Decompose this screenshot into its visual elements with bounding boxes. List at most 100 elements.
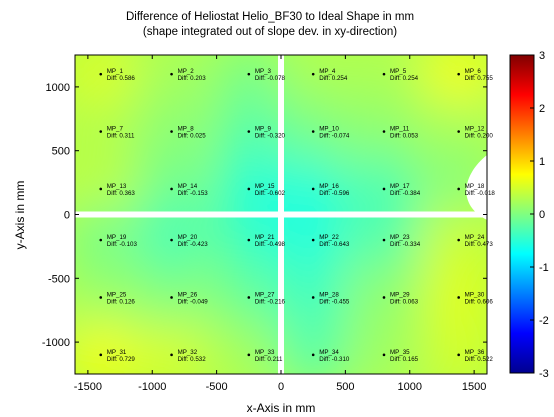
measurement-point-marker bbox=[311, 353, 315, 357]
x-tick-label: 1500 bbox=[462, 381, 486, 393]
measurement-point-marker bbox=[170, 353, 173, 357]
measurement-point-diff: Diff: -0.602 bbox=[255, 190, 286, 197]
heat-blob bbox=[137, 320, 206, 374]
measurement-point-diff: Diff: -0.455 bbox=[319, 298, 350, 305]
measurement-point-label: MP_19 bbox=[107, 234, 127, 241]
measurement-point-marker bbox=[457, 130, 460, 133]
heat-blob bbox=[75, 263, 135, 332]
x-tick-label: -500 bbox=[206, 381, 228, 393]
measurement-point-label: MP_33 bbox=[255, 349, 275, 356]
chart-subtitle: (shape integrated out of slope dev. in x… bbox=[143, 26, 397, 38]
measurement-point-label: MP_4 bbox=[319, 68, 336, 75]
measurement-point-diff: Diff: -0.153 bbox=[178, 190, 209, 197]
heat-blob bbox=[137, 55, 206, 109]
y-tick-label: 0 bbox=[64, 210, 70, 222]
heat-blob bbox=[424, 97, 487, 166]
measurement-point-marker bbox=[170, 238, 173, 242]
measurement-point-marker bbox=[382, 130, 386, 133]
colorbar-tick-label: 0 bbox=[539, 209, 545, 221]
measurement-point-label: MP_2 bbox=[178, 68, 195, 75]
measurement-point-diff: Diff: 0.473 bbox=[465, 241, 494, 248]
measurement-point-label: MP_22 bbox=[319, 234, 339, 241]
measurement-point-label: MP_7 bbox=[107, 126, 124, 133]
measurement-point-label: MP_17 bbox=[390, 183, 410, 190]
measurement-point-diff: Diff: -0.078 bbox=[255, 75, 286, 82]
measurement-point-marker bbox=[311, 296, 315, 299]
x-tick-label: -1000 bbox=[138, 381, 166, 393]
measurement-point-label: MP_26 bbox=[178, 291, 198, 298]
measurement-point-marker bbox=[170, 187, 173, 191]
x-axis-label: x-Axis in mm bbox=[247, 401, 316, 415]
measurement-point-marker bbox=[170, 72, 173, 76]
x-tick-label: 500 bbox=[336, 381, 354, 393]
measurement-point-diff: Diff: -0.310 bbox=[319, 356, 350, 363]
heatmap-surface bbox=[75, 55, 487, 374]
measurement-point-label: MP_25 bbox=[107, 291, 127, 298]
measurement-point-diff: Diff: -0.216 bbox=[255, 298, 286, 305]
measurement-point-diff: Diff: 0.200 bbox=[465, 133, 494, 140]
x-axis: -1500 -1000 -500 0 500 1000 1500 bbox=[74, 55, 486, 393]
measurement-point-label: MP_31 bbox=[107, 349, 127, 356]
colorbar-ticks: -3 -2 -1 0 1 2 3 bbox=[530, 50, 549, 380]
measurement-point-label: MP_16 bbox=[319, 183, 339, 190]
colorbar-tick-label: 2 bbox=[539, 103, 545, 115]
x-tick-label: -1500 bbox=[74, 381, 102, 393]
measurement-point-diff: Diff: -0.596 bbox=[319, 190, 350, 197]
chart-title: Difference of Heliostat Helio_BF30 to Id… bbox=[126, 11, 414, 23]
measurement-point-marker bbox=[457, 296, 460, 299]
measurement-point-label: MP_23 bbox=[390, 234, 410, 241]
measurement-point-marker bbox=[382, 353, 386, 357]
heat-blob bbox=[279, 320, 348, 374]
measurement-point-marker bbox=[99, 130, 103, 133]
measurement-point-marker bbox=[382, 72, 386, 76]
measurement-point-diff: Diff: 0.311 bbox=[107, 133, 135, 140]
measurement-point-marker bbox=[457, 72, 460, 76]
measurement-point-diff: Diff: 0.203 bbox=[178, 75, 207, 82]
colorbar-tick-label: -1 bbox=[539, 262, 549, 274]
measurement-point-marker bbox=[457, 353, 460, 357]
x-tick-label: 1000 bbox=[398, 381, 422, 393]
measurement-point-marker bbox=[99, 238, 103, 242]
measurement-point-diff: Diff: 0.053 bbox=[390, 133, 419, 140]
measurement-point-diff: Diff: -0.334 bbox=[390, 241, 421, 248]
heat-blob bbox=[350, 320, 418, 374]
heat-blob bbox=[424, 55, 487, 109]
y-axis: -1000 -500 0 500 1000 bbox=[42, 82, 487, 349]
measurement-point-marker bbox=[382, 238, 386, 242]
measurement-point-marker bbox=[247, 238, 251, 242]
y-axis-label: y-Axis in mm bbox=[13, 181, 27, 250]
measurement-point-label: MP_21 bbox=[255, 234, 275, 241]
heat-blob bbox=[214, 55, 283, 109]
measurement-point-label: MP_34 bbox=[319, 349, 339, 356]
measurement-point-label: MP_1 bbox=[107, 68, 124, 75]
measurement-point-diff: Diff: 0.063 bbox=[390, 298, 419, 305]
measurement-point-label: MP_14 bbox=[178, 183, 198, 190]
measurement-point-label: MP_18 bbox=[465, 183, 485, 190]
measurement-point-diff: Diff: -0.049 bbox=[178, 298, 209, 305]
measurement-point-diff: Diff: 0.586 bbox=[107, 75, 136, 82]
measurement-point-label: MP_32 bbox=[178, 349, 198, 356]
heat-blob bbox=[350, 55, 418, 109]
